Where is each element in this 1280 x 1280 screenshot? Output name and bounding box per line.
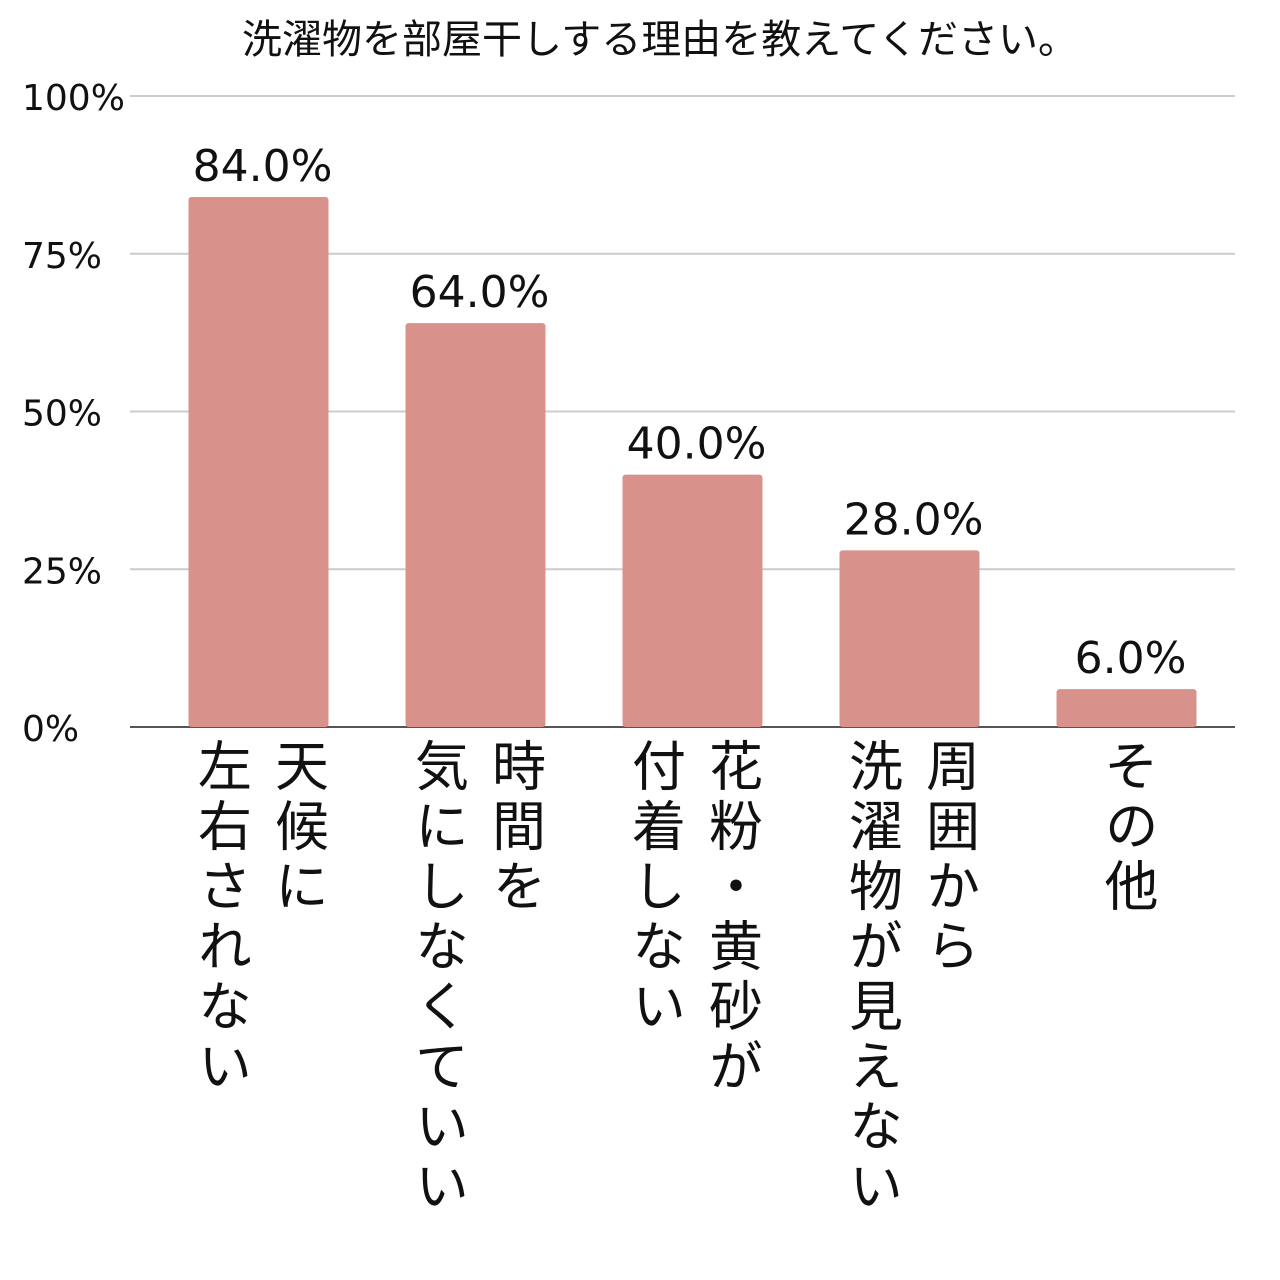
y-tick-label: 25% — [22, 551, 102, 592]
value-label: 40.0% — [627, 419, 767, 470]
bar — [1056, 689, 1197, 727]
value-label: 6.0% — [1075, 633, 1187, 684]
value-label: 28.0% — [844, 494, 984, 545]
bar — [839, 550, 980, 727]
value-label: 84.0% — [193, 141, 333, 192]
x-tick-label: 時間を 気にしなくていい — [405, 738, 546, 1218]
y-tick-label: 50% — [22, 394, 102, 435]
chart-title: 洗濯物を部屋干しする理由を教えてください。 — [242, 17, 1078, 63]
bar — [622, 474, 763, 727]
bar — [188, 196, 329, 727]
y-tick-label: 75% — [22, 236, 102, 277]
value-label: 64.0% — [410, 267, 550, 318]
x-tick-label: その他 — [1095, 738, 1158, 918]
x-tick-label: 周囲から 洗濯物が見えない — [839, 738, 980, 1218]
y-tick-label: 0% — [22, 709, 79, 750]
x-tick-label: 天候に 左右されない — [188, 738, 329, 1098]
y-tick-label: 100% — [22, 78, 125, 119]
x-tick-label: 花粉・黄砂が 付着しない — [622, 738, 763, 1098]
bar — [405, 323, 546, 727]
